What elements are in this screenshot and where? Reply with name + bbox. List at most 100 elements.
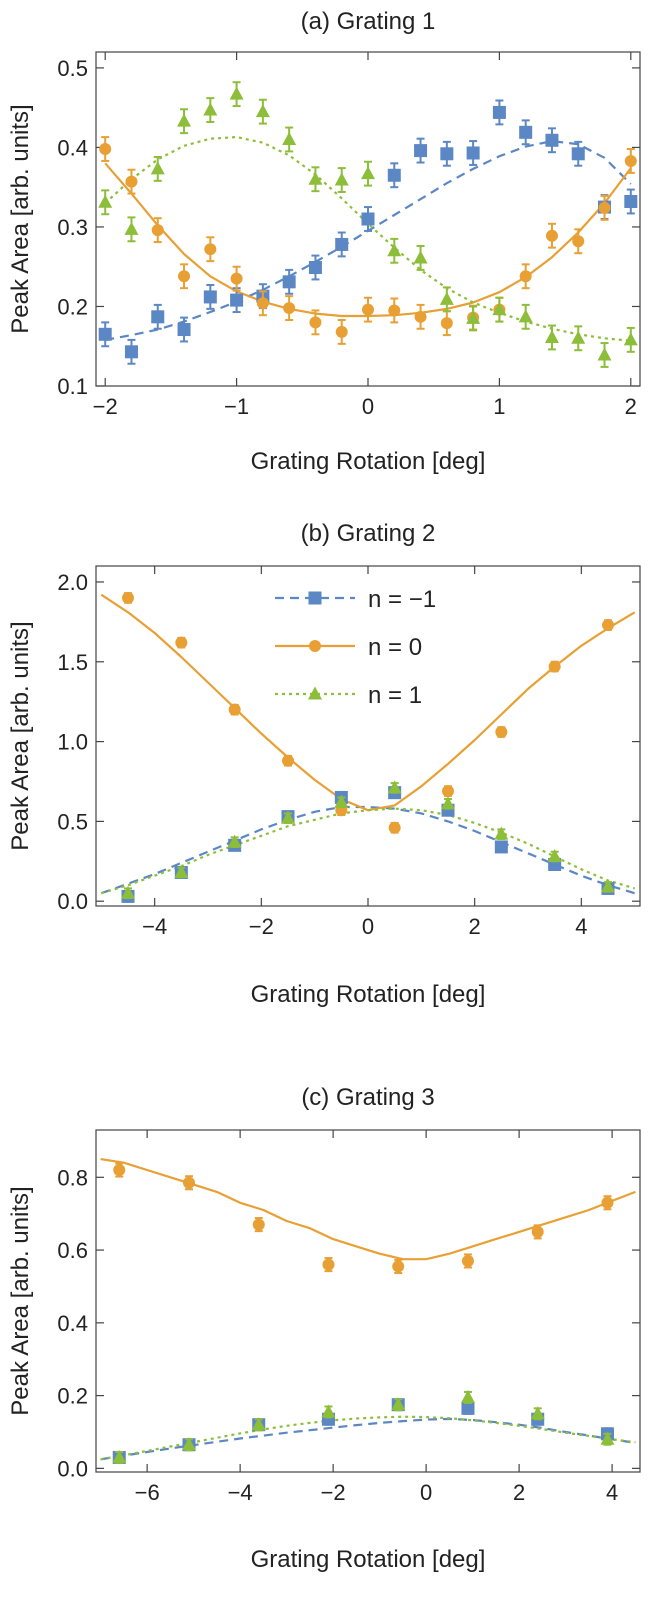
y-tick-label: 0.2 xyxy=(57,1384,88,1409)
data-point xyxy=(124,345,138,359)
x-tick-label: 2 xyxy=(513,1480,525,1505)
fit-curve-series-3 xyxy=(104,136,631,342)
data-point xyxy=(335,237,349,251)
data-point xyxy=(545,133,559,147)
data-point xyxy=(461,1401,475,1415)
data-point xyxy=(494,840,508,854)
y-tick-label: 0.4 xyxy=(57,1311,88,1336)
data-point xyxy=(229,86,244,100)
data-point xyxy=(571,330,586,344)
data-point xyxy=(281,810,295,824)
y-axis-label: Peak Area [arb. units] xyxy=(7,1186,34,1415)
data-point xyxy=(309,316,322,329)
plot-frame xyxy=(95,565,641,907)
data-point xyxy=(230,272,243,285)
legend-label: n = −1 xyxy=(368,586,436,613)
fit-curve-series-3 xyxy=(100,1415,636,1461)
data-point xyxy=(495,726,508,739)
legend-label: n = 0 xyxy=(368,634,422,661)
data-point xyxy=(204,243,217,256)
data-point xyxy=(492,105,506,119)
series-3-points xyxy=(112,1389,615,1464)
data-point xyxy=(387,243,402,257)
data-point xyxy=(600,1431,615,1445)
data-point xyxy=(308,171,323,185)
chart-panel-1: (a) Grating 1 −2 −1 0 1 2 0.1 0.2 0.3 0.4 0.5 Grati… xyxy=(7,8,641,475)
x-axis-label: Grating Rotation [deg] xyxy=(251,1546,486,1573)
data-point xyxy=(283,302,296,315)
data-point xyxy=(230,293,244,307)
data-point xyxy=(572,235,585,248)
data-point xyxy=(548,660,561,673)
x-tick-label: −2 xyxy=(249,914,274,939)
data-point xyxy=(227,834,242,848)
x-tick-label: 4 xyxy=(575,914,587,939)
x-tick-label: 0 xyxy=(420,1480,432,1505)
fit-curve-series-3 xyxy=(100,807,636,895)
data-point xyxy=(388,821,401,834)
data-point xyxy=(151,224,164,237)
chart-title: (a) Grating 1 xyxy=(301,8,436,35)
data-point xyxy=(439,291,454,305)
data-point xyxy=(99,143,112,156)
data-point xyxy=(182,1176,195,1189)
y-tick-label: 0.6 xyxy=(57,1238,88,1263)
y-tick-label: 0.1 xyxy=(57,374,88,399)
data-point xyxy=(597,347,612,361)
data-point xyxy=(335,325,348,338)
data-point xyxy=(519,125,533,139)
y-tick-label: 0.2 xyxy=(57,294,88,319)
data-point xyxy=(334,794,349,808)
data-point xyxy=(98,327,112,341)
chart-title: (c) Grating 3 xyxy=(301,1084,434,1111)
y-tick-label: 0.8 xyxy=(57,1165,88,1190)
chart-panel-3: (c) Grating 3 −6 −4 −2 0 2 4 0.0 0.2 0.4 0.6 0.8 Gra… xyxy=(7,1084,641,1573)
x-tick-label: 0 xyxy=(362,394,374,419)
data-point xyxy=(282,275,296,289)
data-point xyxy=(545,229,558,242)
plot-frame xyxy=(95,1129,641,1473)
series-2-points xyxy=(113,1162,614,1274)
series-3-points xyxy=(121,780,615,900)
x-tick-label: −6 xyxy=(135,1480,160,1505)
data-point xyxy=(530,1406,545,1420)
x-tick-label: 0 xyxy=(362,914,374,939)
chart-panel-2: (b) Grating 2 −4 −2 0 2 4 0.0 0.5 1.0 1.5 2.0 Grati… xyxy=(7,520,641,1008)
y-tick-label: 0.5 xyxy=(57,809,88,834)
x-tick-label: −4 xyxy=(228,1480,253,1505)
y-tick-label: 0.5 xyxy=(57,56,88,81)
x-tick-label: −4 xyxy=(142,914,167,939)
data-point xyxy=(391,1397,406,1411)
series-1-points xyxy=(98,99,638,365)
data-point xyxy=(466,146,480,160)
series-3-points xyxy=(98,81,638,368)
x-axis-label: Grating Rotation [deg] xyxy=(251,448,486,475)
data-point xyxy=(440,147,454,161)
chart-title: (b) Grating 2 xyxy=(301,520,436,547)
plot-area xyxy=(100,591,636,903)
data-point xyxy=(519,270,532,283)
x-axis-label: Grating Rotation [deg] xyxy=(251,981,486,1008)
data-point xyxy=(442,785,454,798)
x-tick-label: −2 xyxy=(321,1480,346,1505)
data-point xyxy=(492,302,507,316)
data-point xyxy=(122,591,134,604)
data-point xyxy=(494,826,509,840)
data-point xyxy=(413,250,428,264)
data-point xyxy=(624,195,638,209)
data-point xyxy=(623,332,638,346)
data-point xyxy=(598,201,611,214)
data-point xyxy=(334,172,349,186)
y-tick-label: 2.0 xyxy=(57,570,88,595)
data-point xyxy=(601,879,615,893)
data-point xyxy=(151,310,165,324)
data-point xyxy=(203,290,217,304)
data-point xyxy=(177,323,191,337)
data-point xyxy=(601,1196,614,1209)
data-point xyxy=(125,175,138,188)
fit-curve-series-2 xyxy=(100,1158,636,1261)
data-point xyxy=(181,1437,196,1451)
data-point xyxy=(544,329,559,343)
data-point xyxy=(321,1404,336,1418)
